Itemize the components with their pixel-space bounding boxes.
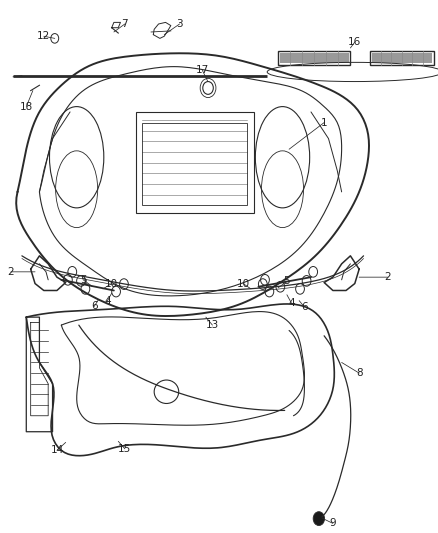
Text: 2: 2: [7, 267, 14, 277]
Text: 15: 15: [118, 444, 131, 454]
Text: 9: 9: [329, 519, 336, 528]
Text: 7: 7: [121, 19, 128, 29]
Text: 6: 6: [91, 302, 98, 311]
Text: 5: 5: [80, 275, 87, 285]
Text: 10: 10: [105, 279, 118, 288]
Bar: [142, 123, 247, 205]
Text: 5: 5: [283, 277, 290, 286]
Text: 4: 4: [288, 298, 295, 308]
Circle shape: [313, 512, 325, 526]
Text: 8: 8: [356, 368, 363, 378]
Bar: [136, 112, 254, 213]
Text: 4: 4: [104, 296, 111, 306]
Text: 2: 2: [384, 272, 391, 282]
Text: 18: 18: [20, 102, 33, 111]
Text: 17: 17: [196, 66, 209, 75]
Text: 12: 12: [37, 31, 50, 41]
Text: 10: 10: [237, 279, 250, 288]
Bar: [280, 53, 349, 63]
Text: 14: 14: [50, 446, 64, 455]
Text: 6: 6: [301, 302, 308, 312]
Bar: [370, 51, 434, 65]
Text: 16: 16: [348, 37, 361, 47]
Text: 1: 1: [321, 118, 328, 127]
Bar: [372, 53, 432, 63]
Bar: [278, 51, 350, 65]
Text: 13: 13: [206, 320, 219, 330]
Text: 3: 3: [176, 19, 183, 29]
